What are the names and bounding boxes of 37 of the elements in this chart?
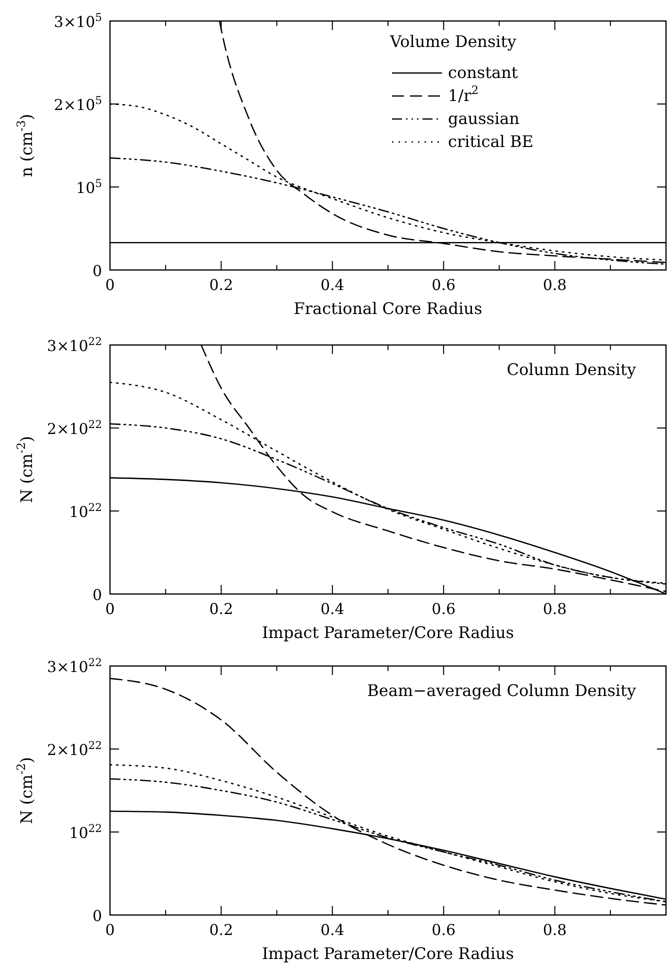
y-tick-label: 3×10$^{5}$ — [54, 10, 102, 31]
y-tick-label: 2×10$^{22}$ — [47, 418, 102, 438]
y-tick-label: 3×10$^{22}$ — [47, 334, 102, 355]
y-tick-label: 10$^{22}$ — [69, 822, 102, 842]
y-tick-label: 10$^{5}$ — [76, 176, 102, 197]
y-tick-label: 0 — [92, 907, 102, 925]
x-tick-label: 0.6 — [432, 600, 456, 618]
legend-label: constant — [448, 63, 518, 82]
legend-title: Volume Density — [389, 32, 516, 51]
y-tick-label: 3×10$^{22}$ — [47, 656, 102, 676]
x-tick-label: 0.8 — [542, 600, 567, 618]
x-tick-label: 0 — [105, 276, 115, 294]
y-tick-label: 2×10$^{22}$ — [47, 738, 102, 759]
legend-label: critical BE — [448, 132, 534, 151]
x-tick-label: 0 — [105, 921, 115, 939]
x-axis-title: Fractional Core Radius — [294, 299, 482, 318]
x-tick-label: 0.4 — [320, 921, 344, 939]
x-tick-label: 0.8 — [542, 276, 567, 294]
x-axis-title: Impact Parameter/Core Radius — [262, 623, 514, 642]
text: Column Density — [506, 360, 636, 379]
x-tick-label: 0.6 — [432, 921, 456, 939]
y-tick-label: 10$^{22}$ — [69, 500, 102, 521]
x-tick-label: 0 — [105, 600, 115, 618]
legend-label: gaussian — [448, 109, 520, 128]
legend-label: 1/r$^{2}$ — [448, 83, 479, 105]
y-tick-label: 0 — [92, 586, 102, 604]
y-tick-label: 2×10$^{5}$ — [54, 94, 102, 114]
text: Beam−averaged Column Density — [367, 681, 636, 700]
y-tick-label: 0 — [92, 262, 102, 280]
x-tick-label: 0.2 — [209, 276, 234, 294]
x-tick-label: 0.6 — [432, 276, 456, 294]
x-tick-label: 0.4 — [320, 600, 344, 618]
x-tick-label: 0.4 — [320, 276, 344, 294]
x-tick-label: 0.8 — [542, 921, 567, 939]
x-tick-label: 0.2 — [209, 600, 234, 618]
x-axis-title: Impact Parameter/Core Radius — [262, 944, 514, 963]
x-tick-label: 0.2 — [209, 921, 234, 939]
